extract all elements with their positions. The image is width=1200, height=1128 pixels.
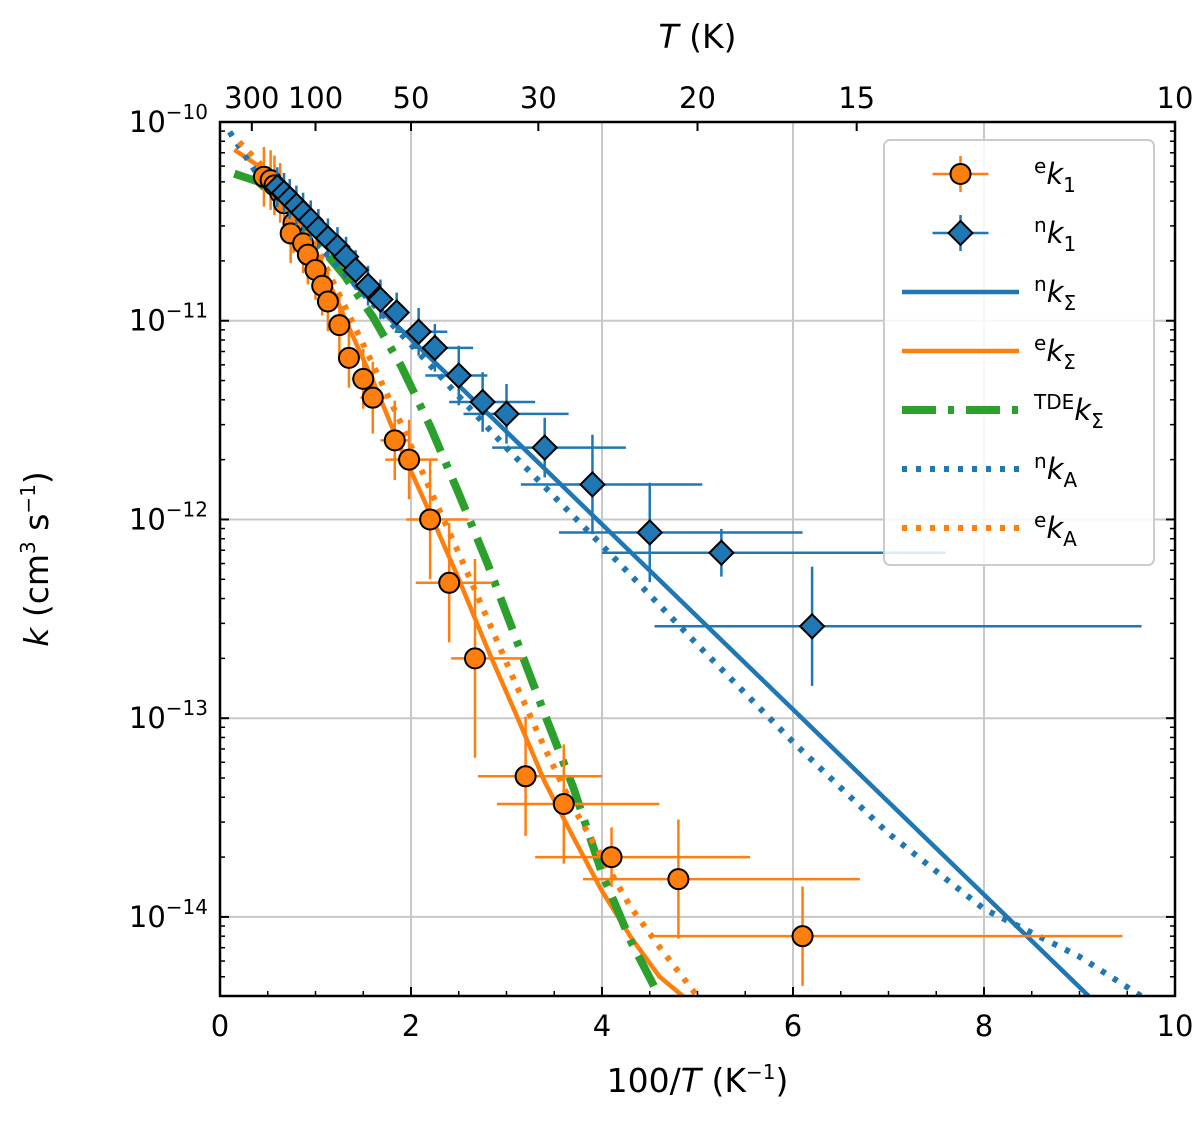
legend-label-sup: n bbox=[1034, 272, 1047, 296]
e_k1-point bbox=[316, 290, 339, 313]
legend-label-sup: TDE bbox=[1033, 390, 1074, 414]
n_k1-point bbox=[367, 286, 394, 313]
x-tick-label: 10 bbox=[1157, 1009, 1194, 1043]
n_k1-point bbox=[421, 334, 449, 362]
x-tick-label: 4 bbox=[593, 1009, 611, 1043]
e_k1-point bbox=[600, 846, 623, 869]
top-tick-label: 300 bbox=[224, 81, 279, 115]
n_k1-point bbox=[636, 519, 664, 546]
y-tick-label: 10−14 bbox=[129, 895, 208, 934]
x-tick-label: 8 bbox=[975, 1009, 993, 1043]
e_k1-point bbox=[514, 765, 537, 788]
plot-area bbox=[227, 130, 1144, 996]
n_k1-point bbox=[354, 272, 382, 300]
e_k1-point bbox=[383, 429, 406, 452]
e_k1-point bbox=[337, 346, 360, 369]
n_k1-point bbox=[405, 318, 433, 346]
y-tick-label: 10−10 bbox=[129, 100, 208, 139]
y-tick-exponent: −14 bbox=[166, 895, 208, 919]
y-tick-base: 10 bbox=[129, 502, 166, 536]
e_k1-point bbox=[398, 448, 421, 471]
top-tick-label: 50 bbox=[393, 81, 430, 115]
y-tick-label: 10−11 bbox=[129, 299, 208, 338]
e_k1-point bbox=[328, 314, 351, 337]
legend-label-sup: e bbox=[1034, 508, 1046, 532]
n_k1-point bbox=[342, 256, 370, 284]
legend-label-sub: A bbox=[1063, 527, 1077, 551]
legend-label-sup: n bbox=[1034, 449, 1047, 473]
legend-label: ekΣ bbox=[1034, 331, 1076, 374]
x-tick-label: 0 bbox=[211, 1009, 229, 1043]
legend-label: nkA bbox=[1034, 449, 1077, 492]
y-tick-base: 10 bbox=[129, 105, 166, 139]
e_k1-point bbox=[419, 508, 442, 531]
y-tick-exponent: −10 bbox=[166, 100, 208, 124]
e_k1-point bbox=[438, 571, 461, 594]
legend-label-sub: Σ bbox=[1063, 291, 1076, 315]
legend-marker-circle bbox=[949, 163, 972, 185]
legend-label-sub: Σ bbox=[1091, 409, 1104, 433]
n_k1-point bbox=[493, 400, 520, 428]
legend-label-main: k bbox=[1074, 393, 1092, 427]
e_k1-point bbox=[352, 367, 375, 390]
y-tick-exponent: −13 bbox=[166, 696, 208, 720]
legend-label: nk1 bbox=[1034, 213, 1076, 256]
y-tick-label: 10−12 bbox=[129, 497, 208, 536]
legend-label-main: k bbox=[1047, 275, 1065, 309]
top-axis-title: T (K) bbox=[658, 17, 736, 56]
legend-label-sub: Σ bbox=[1063, 350, 1076, 374]
top-tick-label: 15 bbox=[838, 81, 875, 115]
legend-label: ek1 bbox=[1034, 154, 1076, 197]
y-tick-label: 10−13 bbox=[129, 696, 208, 735]
legend-label-main: k bbox=[1046, 157, 1064, 191]
y-tick-base: 10 bbox=[129, 701, 166, 735]
y-axis-title: k (cm3 s−1) bbox=[16, 471, 56, 647]
legend-label-sup: n bbox=[1034, 213, 1047, 237]
e_k1-point bbox=[463, 647, 486, 670]
legend-label-main: k bbox=[1047, 216, 1065, 250]
legend-label: TDEkΣ bbox=[1033, 390, 1104, 433]
y-tick-base: 10 bbox=[129, 304, 166, 338]
n_k1-point bbox=[798, 612, 826, 640]
legend-label: nkΣ bbox=[1034, 272, 1076, 315]
n_k1-point bbox=[469, 388, 497, 416]
y-tick-exponent: −11 bbox=[166, 299, 208, 323]
y-tick-exponent: −12 bbox=[166, 497, 208, 521]
e_ksigma-line bbox=[233, 147, 685, 996]
n_k1-series bbox=[263, 167, 1142, 686]
legend-marker-diamond bbox=[947, 219, 974, 247]
legend-label-sub: 1 bbox=[1063, 173, 1076, 197]
top-tick-label: 100 bbox=[288, 81, 343, 115]
e_k1-point bbox=[791, 925, 814, 948]
e_k1-point bbox=[552, 792, 575, 815]
top-tick-label: 30 bbox=[520, 81, 557, 115]
n_k1-point bbox=[579, 471, 606, 498]
legend-label-sup: e bbox=[1034, 331, 1046, 355]
y-tick-base: 10 bbox=[129, 900, 166, 934]
legend-label-main: k bbox=[1046, 334, 1064, 368]
legend-label: ekA bbox=[1034, 508, 1077, 551]
legend-label-sup: e bbox=[1034, 154, 1046, 178]
legend-label-main: k bbox=[1046, 511, 1064, 545]
e_k1-point bbox=[361, 386, 384, 409]
n_k1-point bbox=[531, 434, 559, 461]
n_k1-point bbox=[445, 362, 473, 389]
legend-label-sub: 1 bbox=[1063, 232, 1076, 256]
legend-label-main: k bbox=[1047, 452, 1065, 486]
e_k1-point bbox=[667, 868, 690, 891]
n_k1-point bbox=[383, 299, 411, 326]
n_k1-point bbox=[707, 539, 735, 567]
top-tick-label: 10 bbox=[1157, 81, 1194, 115]
x-tick-label: 2 bbox=[402, 1009, 420, 1043]
top-tick-label: 20 bbox=[679, 81, 716, 115]
x-tick-label: 6 bbox=[784, 1009, 802, 1043]
x-axis-title: 100/T (K−1) bbox=[607, 1060, 789, 1100]
legend-label-sub: A bbox=[1063, 468, 1077, 492]
